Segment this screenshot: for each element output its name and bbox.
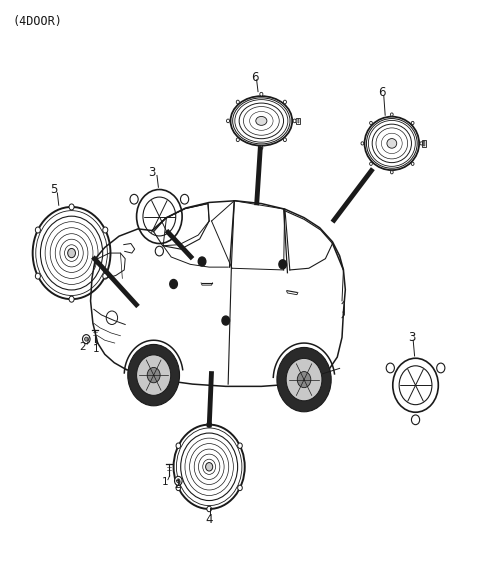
Bar	[296, 118, 300, 124]
Text: 5: 5	[50, 183, 58, 196]
Circle shape	[36, 227, 40, 233]
Circle shape	[177, 479, 180, 483]
Circle shape	[238, 443, 242, 449]
Circle shape	[103, 227, 108, 233]
Text: 1: 1	[162, 477, 168, 487]
Text: 3: 3	[408, 331, 415, 344]
Circle shape	[370, 162, 372, 165]
Circle shape	[207, 422, 212, 427]
Circle shape	[180, 194, 189, 204]
Circle shape	[176, 443, 180, 449]
Circle shape	[260, 93, 263, 96]
Bar	[296, 119, 297, 123]
Text: (4DOOR): (4DOOR)	[12, 15, 62, 28]
Circle shape	[36, 273, 40, 279]
Text: 3: 3	[148, 166, 156, 179]
Circle shape	[103, 273, 108, 279]
Circle shape	[286, 358, 322, 401]
Bar	[424, 141, 425, 145]
Circle shape	[279, 260, 287, 269]
Text: 2: 2	[79, 342, 86, 352]
Circle shape	[293, 119, 296, 123]
Circle shape	[155, 246, 164, 256]
Circle shape	[205, 462, 213, 471]
Circle shape	[390, 113, 393, 116]
Text: 6: 6	[252, 70, 259, 83]
Circle shape	[238, 485, 242, 491]
Circle shape	[236, 100, 240, 104]
Ellipse shape	[387, 139, 397, 148]
Circle shape	[68, 248, 75, 258]
Text: 1: 1	[93, 344, 99, 354]
Circle shape	[420, 142, 423, 145]
Circle shape	[386, 363, 395, 373]
Circle shape	[175, 477, 182, 485]
Circle shape	[411, 122, 414, 124]
Circle shape	[176, 485, 180, 491]
Circle shape	[390, 170, 393, 174]
Text: 2: 2	[174, 481, 180, 490]
Circle shape	[370, 122, 372, 124]
Text: 4: 4	[205, 512, 213, 525]
Circle shape	[147, 367, 160, 383]
Circle shape	[411, 162, 414, 165]
Bar	[422, 140, 426, 147]
Circle shape	[283, 138, 287, 141]
Circle shape	[69, 296, 74, 302]
Circle shape	[222, 316, 229, 325]
Circle shape	[411, 415, 420, 425]
Circle shape	[170, 279, 178, 289]
Circle shape	[236, 138, 240, 141]
Circle shape	[198, 257, 206, 266]
Circle shape	[137, 355, 171, 395]
Circle shape	[277, 348, 331, 412]
Circle shape	[297, 371, 311, 387]
Circle shape	[128, 344, 180, 406]
Circle shape	[83, 335, 90, 344]
Circle shape	[69, 204, 74, 210]
Text: 6: 6	[379, 86, 386, 99]
Circle shape	[207, 506, 212, 512]
Circle shape	[84, 337, 88, 341]
Circle shape	[437, 363, 445, 373]
Circle shape	[260, 146, 263, 149]
Ellipse shape	[256, 116, 267, 126]
Circle shape	[361, 142, 364, 145]
Circle shape	[227, 119, 229, 123]
Bar	[298, 119, 299, 123]
Circle shape	[130, 194, 138, 204]
Circle shape	[283, 100, 287, 104]
